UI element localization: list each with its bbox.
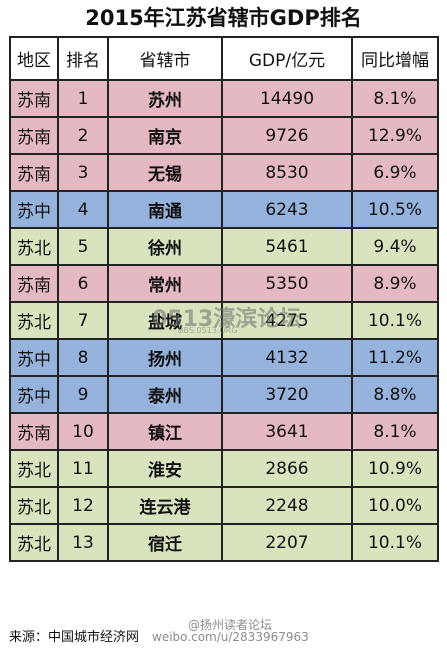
page-title: 2015年江苏省辖市GDP排名 — [85, 6, 362, 30]
header-rank: 排名 — [57, 36, 109, 81]
table-row: 苏南 1 苏州 14490 8.1% — [9, 79, 439, 118]
table-row: 苏北 13 宿迁 2207 10.1% — [9, 523, 439, 562]
cell-rank: 8 — [57, 338, 109, 377]
cell-growth: 8.1% — [351, 79, 439, 118]
cell-growth: 12.9% — [351, 116, 439, 155]
table-row: 苏北 5 徐州 5461 9.4% — [9, 227, 439, 266]
cell-rank: 2 — [57, 116, 109, 155]
cell-growth: 10.5% — [351, 190, 439, 229]
cell-region: 苏北 — [9, 227, 59, 266]
cell-growth: 10.0% — [351, 486, 439, 525]
cell-gdp: 4132 — [221, 338, 353, 377]
cell-city: 宿迁 — [107, 523, 223, 562]
watermark-logo: 0513濠滨论坛 — [152, 307, 302, 332]
cell-region: 苏北 — [9, 301, 59, 340]
cell-gdp: 2866 — [221, 449, 353, 488]
cell-gdp: 3641 — [221, 412, 353, 451]
cell-gdp: 6243 — [221, 190, 353, 229]
cell-region: 苏北 — [9, 449, 59, 488]
table-row: 苏南 6 常州 5350 8.9% — [9, 264, 439, 303]
cell-gdp: 8530 — [221, 153, 353, 192]
cell-region: 苏南 — [9, 412, 59, 451]
watermark-weibo: weibo.com/u/2833967963 — [152, 630, 309, 644]
cell-gdp: 4275 — [221, 301, 353, 340]
cell-growth: 11.2% — [351, 338, 439, 377]
cell-region: 苏南 — [9, 264, 59, 303]
source-footer: 来源：中国城市经济网 — [9, 630, 140, 645]
cell-city: 泰州 — [107, 375, 223, 414]
cell-rank: 12 — [57, 486, 109, 525]
cell-region: 苏中 — [9, 190, 59, 229]
cell-gdp: 2207 — [221, 523, 353, 562]
cell-rank: 7 — [57, 301, 109, 340]
cell-city: 扬州 — [107, 338, 223, 377]
cell-rank: 6 — [57, 264, 109, 303]
cell-rank: 13 — [57, 523, 109, 562]
cell-city: 徐州 — [107, 227, 223, 266]
cell-gdp: 3720 — [221, 375, 353, 414]
cell-rank: 1 — [57, 79, 109, 118]
cell-rank: 11 — [57, 449, 109, 488]
cell-city: 南通 — [107, 190, 223, 229]
cell-gdp: 9726 — [221, 116, 353, 155]
cell-growth: 8.1% — [351, 412, 439, 451]
cell-city: 苏州 — [107, 79, 223, 118]
cell-rank: 9 — [57, 375, 109, 414]
header-region: 地区 — [9, 36, 59, 81]
cell-region: 苏北 — [9, 486, 59, 525]
cell-growth: 10.9% — [351, 449, 439, 488]
header-city: 省辖市 — [107, 36, 223, 81]
cell-growth: 10.1% — [351, 523, 439, 562]
cell-city: 盐城 — [107, 301, 223, 340]
cell-city: 淮安 — [107, 449, 223, 488]
table-row: 苏北 11 淮安 2866 10.9% — [9, 449, 439, 488]
cell-gdp: 14490 — [221, 79, 353, 118]
cell-city: 南京 — [107, 116, 223, 155]
cell-region: 苏南 — [9, 79, 59, 118]
table-row: 苏中 8 扬州 4132 11.2% — [9, 338, 439, 377]
table-row: 苏南 10 镇江 3641 8.1% — [9, 412, 439, 451]
cell-region: 苏南 — [9, 153, 59, 192]
cell-gdp: 5461 — [221, 227, 353, 266]
cell-rank: 10 — [57, 412, 109, 451]
table-body: 苏南 1 苏州 14490 8.1% 苏南 2 南京 9726 12.9% 苏南 3 无锡 8530 6.9… — [9, 79, 439, 562]
cell-region: 苏北 — [9, 523, 59, 562]
gdp-ranking-table: 地区 排名 省辖市 GDP/亿元 同比增幅 苏南 1 苏州 14490 8.1% 苏南 2 南… — [9, 36, 439, 562]
cell-city: 常州 — [107, 264, 223, 303]
header-row: 地区 排名 省辖市 GDP/亿元 同比增幅 — [9, 36, 439, 81]
cell-region: 苏南 — [9, 116, 59, 155]
cell-city: 镇江 — [107, 412, 223, 451]
cell-gdp: 2248 — [221, 486, 353, 525]
cell-rank: 5 — [57, 227, 109, 266]
cell-growth: 8.8% — [351, 375, 439, 414]
cell-region: 苏中 — [9, 375, 59, 414]
cell-city: 连云港 — [107, 486, 223, 525]
cell-rank: 3 — [57, 153, 109, 192]
cell-growth: 6.9% — [351, 153, 439, 192]
watermark-site: BBS.0513.ORG — [178, 326, 238, 335]
table-row: 苏中 4 南通 6243 10.5% — [9, 190, 439, 229]
cell-region: 苏中 — [9, 338, 59, 377]
header-gdp: GDP/亿元 — [221, 36, 353, 81]
table-row: 苏中 9 泰州 3720 8.8% — [9, 375, 439, 414]
table-row: 苏北 12 连云港 2248 10.0% — [9, 486, 439, 525]
watermark-tag: @扬州读者论坛 — [188, 618, 273, 632]
cell-gdp: 5350 — [221, 264, 353, 303]
header-growth: 同比增幅 — [351, 36, 439, 81]
table-row: 苏南 2 南京 9726 12.9% — [9, 116, 439, 155]
cell-growth: 9.4% — [351, 227, 439, 266]
cell-rank: 4 — [57, 190, 109, 229]
cell-growth: 10.1% — [351, 301, 439, 340]
cell-city: 无锡 — [107, 153, 223, 192]
cell-growth: 8.9% — [351, 264, 439, 303]
table-row: 苏北 7 盐城 4275 10.1% — [9, 301, 439, 340]
table-row: 苏南 3 无锡 8530 6.9% — [9, 153, 439, 192]
